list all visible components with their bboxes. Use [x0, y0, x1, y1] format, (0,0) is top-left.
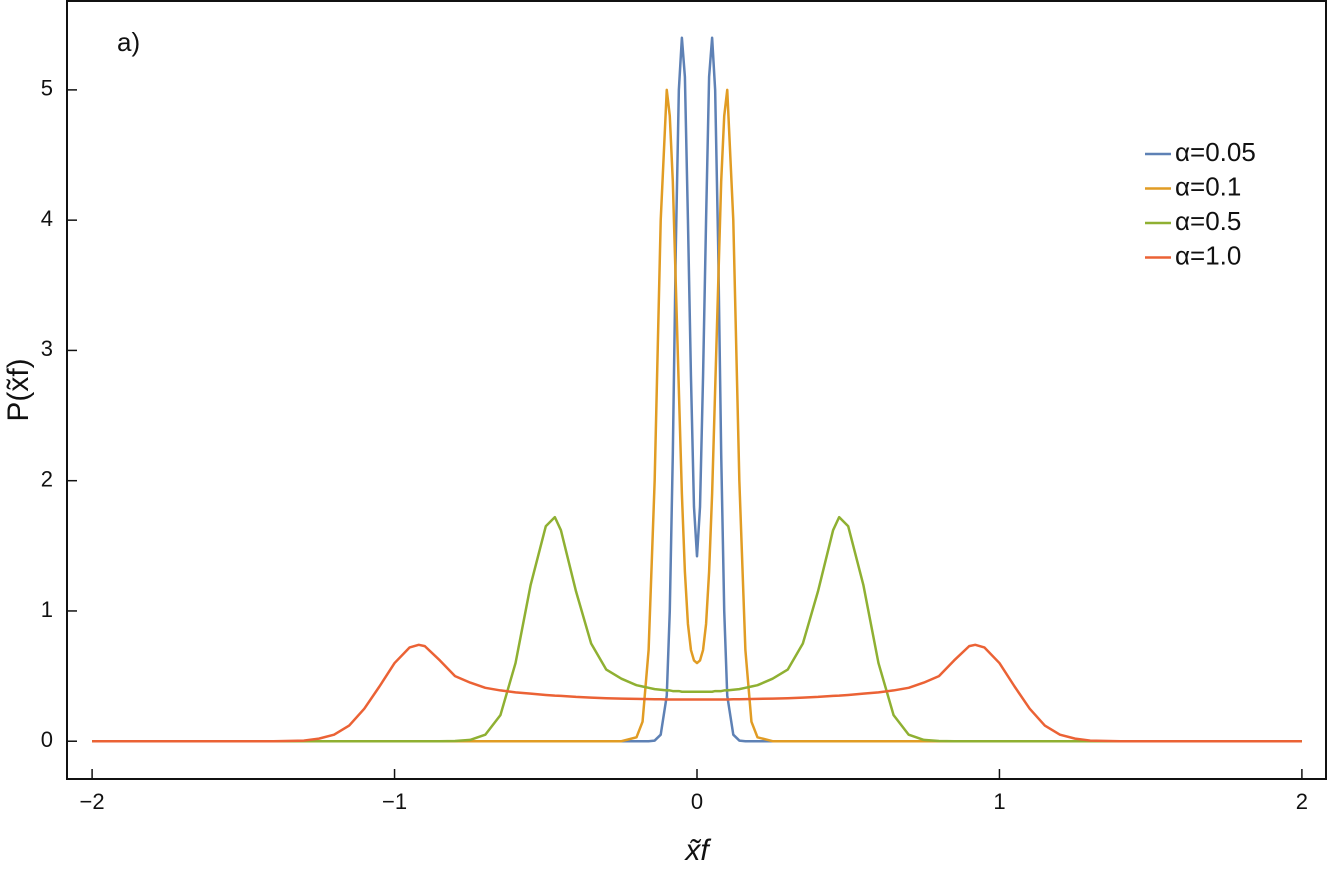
y-tick-label: 4 [41, 206, 53, 231]
legend-label: α=0.1 [1175, 171, 1241, 201]
x-tick-label: 1 [993, 789, 1005, 814]
series-line [92, 88, 1302, 743]
x-tick-label: 0 [691, 789, 703, 814]
x-tick-label: −2 [80, 789, 105, 814]
legend-label: α=0.5 [1175, 206, 1241, 236]
series-line [92, 515, 1302, 743]
y-tick-label: 2 [41, 466, 53, 491]
y-tick-label: 3 [41, 336, 53, 361]
series-line [92, 643, 1302, 743]
y-tick-label: 1 [41, 597, 53, 622]
y-tick-label: 5 [41, 76, 53, 101]
annotation: a) [117, 27, 140, 57]
series-line [92, 36, 1302, 743]
x-tick-label: −1 [382, 789, 407, 814]
legend-label: α=0.05 [1175, 137, 1256, 167]
y-axis-label: P(x̃f) [2, 358, 35, 421]
y-tick-label: 0 [41, 727, 53, 752]
x-axis-label: x̃f [683, 834, 711, 867]
x-tick-label: 2 [1296, 789, 1308, 814]
legend-label: α=1.0 [1175, 240, 1241, 270]
